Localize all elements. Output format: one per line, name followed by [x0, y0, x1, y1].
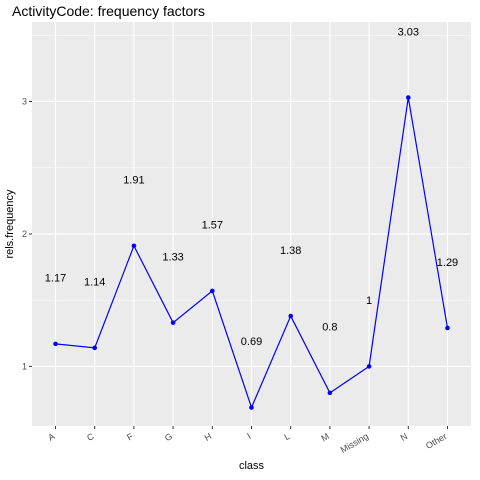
- x-tick-label: H: [203, 431, 214, 443]
- series-group: [53, 95, 450, 410]
- x-tick-label: F: [125, 431, 135, 443]
- x-axis-title: class: [239, 460, 265, 472]
- data-label: 1.29: [437, 257, 458, 269]
- data-point: [445, 325, 450, 331]
- x-tick-label: I: [245, 431, 252, 441]
- data-point: [131, 243, 137, 249]
- x-tick-label: Other: [424, 431, 448, 451]
- x-tick-label: C: [85, 431, 96, 443]
- data-label: 1.17: [45, 273, 66, 285]
- data-point: [366, 364, 372, 369]
- data-point: [53, 341, 58, 347]
- major-gridlines: [32, 22, 471, 426]
- y-axis-title: rels.frequency: [4, 189, 16, 259]
- data-point: [210, 288, 215, 294]
- x-tick-label: A: [46, 431, 56, 443]
- data-point: [92, 345, 98, 351]
- data-point: [170, 320, 176, 325]
- x-tick-label: G: [163, 431, 174, 443]
- data-label: 1.91: [123, 175, 144, 187]
- data-labels-group: 1.17 1.14 1.91 1.33 1.57 0.69 1.38 0.8 1 3.03 1.29: [45, 26, 458, 348]
- y-tick-label: 3: [22, 96, 27, 106]
- y-tick-label: 2: [22, 229, 27, 239]
- data-label: 0.69: [241, 336, 262, 348]
- data-point: [249, 405, 254, 410]
- data-label: 1.38: [280, 245, 301, 257]
- x-tick-label: N: [399, 431, 410, 443]
- data-point: [288, 313, 293, 319]
- x-tick-label: L: [282, 431, 291, 442]
- data-label: 1: [366, 295, 372, 307]
- x-tick-label: Missing: [339, 431, 370, 455]
- data-label: 0.8: [322, 322, 337, 334]
- x-axis: A C F G H I L M Missing N Other: [46, 426, 448, 455]
- data-label: 1.14: [84, 277, 105, 289]
- data-label: 1.33: [162, 251, 183, 263]
- chart-title: ActivityCode: frequency factors: [12, 3, 205, 19]
- x-tick-label: M: [319, 431, 330, 443]
- data-label: 1.57: [202, 220, 223, 232]
- data-label: 3.03: [398, 26, 419, 38]
- y-axis: 1 2 3: [22, 96, 32, 371]
- data-point: [327, 390, 333, 396]
- y-tick-label: 1: [22, 361, 27, 371]
- data-point: [405, 95, 411, 100]
